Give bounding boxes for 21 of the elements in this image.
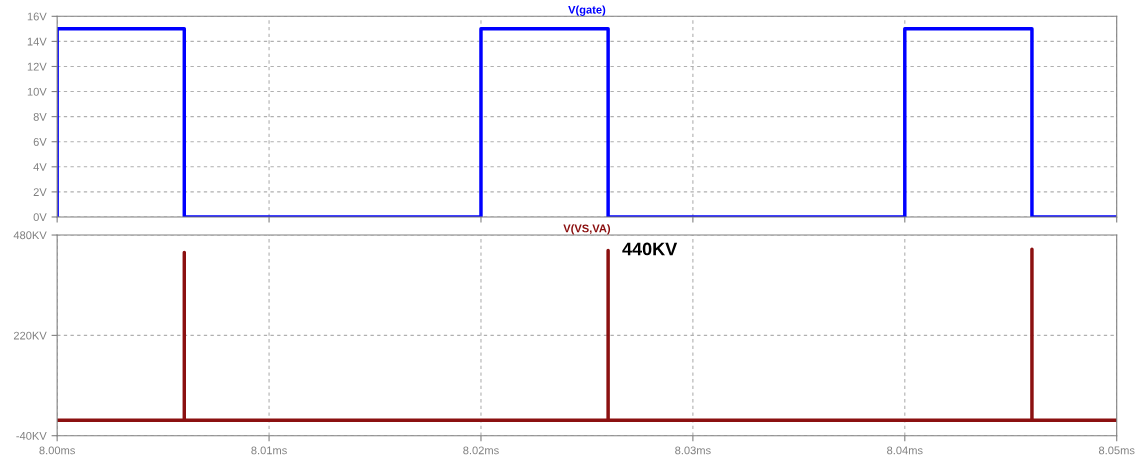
annotation: 440KV bbox=[622, 242, 678, 256]
y-tick-label: 2V bbox=[33, 188, 47, 196]
y-tick-label: -40KV bbox=[16, 431, 47, 440]
x-tick-label: 8.04ms bbox=[887, 446, 923, 455]
y-tick-label: 14V bbox=[27, 37, 47, 46]
y-tick-label: 4V bbox=[33, 163, 47, 171]
y-tick-label: 480KV bbox=[13, 231, 47, 240]
x-tick-label: 8.03ms bbox=[675, 446, 711, 455]
x-tick-label: 8.00ms bbox=[39, 446, 75, 455]
chart-title: V(VS,VA) bbox=[563, 224, 611, 235]
x-tick-label: 8.05ms bbox=[1098, 446, 1135, 455]
y-tick-label: 220KV bbox=[13, 331, 47, 340]
chart-title: V(gate) bbox=[568, 5, 606, 16]
x-tick-label: 8.02ms bbox=[463, 446, 499, 455]
y-tick-label: 10V bbox=[27, 87, 47, 96]
y-tick-label: 12V bbox=[27, 62, 47, 71]
y-tick-label: 8V bbox=[33, 112, 47, 121]
y-tick-label: 16V bbox=[27, 12, 47, 21]
x-tick-label: 8.01ms bbox=[251, 446, 287, 455]
y-tick-label: 6V bbox=[33, 138, 47, 146]
y-tick-label: 0V bbox=[33, 213, 47, 222]
